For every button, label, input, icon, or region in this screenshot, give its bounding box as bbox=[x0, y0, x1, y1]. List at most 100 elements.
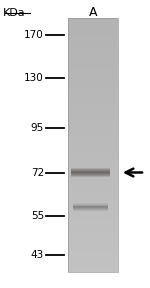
Bar bbox=[68, 79, 118, 82]
Bar bbox=[68, 125, 118, 127]
Bar bbox=[68, 270, 118, 272]
Bar bbox=[68, 41, 118, 43]
Bar bbox=[68, 206, 118, 209]
Bar bbox=[68, 43, 118, 46]
Bar bbox=[68, 132, 118, 135]
Bar bbox=[68, 18, 118, 272]
Bar bbox=[68, 229, 118, 231]
Bar bbox=[68, 112, 118, 115]
Bar bbox=[68, 122, 118, 125]
Bar bbox=[68, 64, 118, 66]
Bar bbox=[68, 267, 118, 270]
Bar bbox=[71, 175, 110, 176]
Bar bbox=[71, 168, 110, 169]
Bar bbox=[73, 204, 108, 205]
Bar bbox=[68, 137, 118, 140]
Bar bbox=[71, 175, 110, 176]
Bar bbox=[68, 109, 118, 112]
Text: A: A bbox=[89, 5, 97, 18]
Bar bbox=[68, 61, 118, 64]
Bar bbox=[73, 209, 108, 210]
Text: 55: 55 bbox=[31, 211, 44, 221]
Bar bbox=[71, 169, 110, 170]
Bar bbox=[73, 203, 108, 204]
Bar bbox=[68, 102, 118, 104]
Bar bbox=[71, 171, 110, 172]
Bar bbox=[73, 206, 108, 207]
Bar bbox=[68, 89, 118, 92]
Bar bbox=[71, 173, 110, 174]
Bar bbox=[68, 130, 118, 132]
Bar bbox=[68, 20, 118, 23]
Bar bbox=[68, 203, 118, 206]
Bar bbox=[73, 207, 108, 208]
Bar bbox=[68, 163, 118, 165]
Bar bbox=[68, 36, 118, 38]
Bar bbox=[68, 26, 118, 28]
Bar bbox=[68, 28, 118, 31]
Bar bbox=[68, 168, 118, 170]
Bar bbox=[68, 264, 118, 267]
Bar bbox=[71, 170, 110, 171]
Bar bbox=[68, 74, 118, 76]
Bar bbox=[68, 178, 118, 181]
Bar bbox=[73, 204, 108, 205]
Bar bbox=[68, 143, 118, 145]
Bar bbox=[71, 168, 110, 169]
Bar bbox=[68, 158, 118, 160]
Bar bbox=[68, 59, 118, 61]
Bar bbox=[68, 186, 118, 188]
Bar bbox=[68, 33, 118, 36]
Bar bbox=[68, 175, 118, 178]
Bar bbox=[68, 160, 118, 163]
Bar bbox=[68, 46, 118, 48]
Bar bbox=[68, 224, 118, 226]
Bar bbox=[68, 236, 118, 239]
Bar bbox=[71, 174, 110, 175]
Bar bbox=[68, 262, 118, 264]
Bar bbox=[68, 127, 118, 130]
Bar bbox=[68, 31, 118, 33]
Bar bbox=[68, 51, 118, 54]
Bar bbox=[68, 252, 118, 254]
Bar bbox=[73, 207, 108, 208]
Bar bbox=[68, 104, 118, 107]
Bar bbox=[68, 226, 118, 229]
Bar bbox=[68, 87, 118, 89]
Bar bbox=[73, 206, 108, 207]
Text: 72: 72 bbox=[31, 168, 44, 177]
Text: 170: 170 bbox=[24, 30, 44, 40]
Bar bbox=[68, 140, 118, 143]
Bar bbox=[73, 210, 108, 211]
Bar bbox=[68, 56, 118, 59]
Bar bbox=[68, 193, 118, 196]
Bar bbox=[68, 219, 118, 221]
Bar bbox=[68, 135, 118, 137]
Bar bbox=[71, 169, 110, 170]
Bar bbox=[68, 147, 118, 150]
Bar bbox=[71, 176, 110, 177]
Bar bbox=[68, 239, 118, 242]
Bar bbox=[73, 205, 108, 206]
Bar bbox=[68, 209, 118, 211]
Bar bbox=[68, 115, 118, 117]
Bar bbox=[68, 244, 118, 247]
Bar bbox=[68, 94, 118, 97]
Bar bbox=[68, 231, 118, 234]
Bar bbox=[68, 191, 118, 193]
Bar bbox=[68, 120, 118, 122]
Bar bbox=[68, 76, 118, 79]
Bar bbox=[73, 210, 108, 211]
Bar bbox=[68, 211, 118, 214]
Bar bbox=[71, 176, 110, 177]
Bar bbox=[68, 257, 118, 259]
Bar bbox=[71, 170, 110, 171]
Bar bbox=[68, 150, 118, 153]
Bar bbox=[68, 69, 118, 71]
Bar bbox=[68, 196, 118, 198]
Bar bbox=[68, 188, 118, 191]
Text: 130: 130 bbox=[24, 73, 44, 83]
Bar bbox=[68, 221, 118, 224]
Bar bbox=[73, 209, 108, 210]
Bar bbox=[68, 216, 118, 219]
